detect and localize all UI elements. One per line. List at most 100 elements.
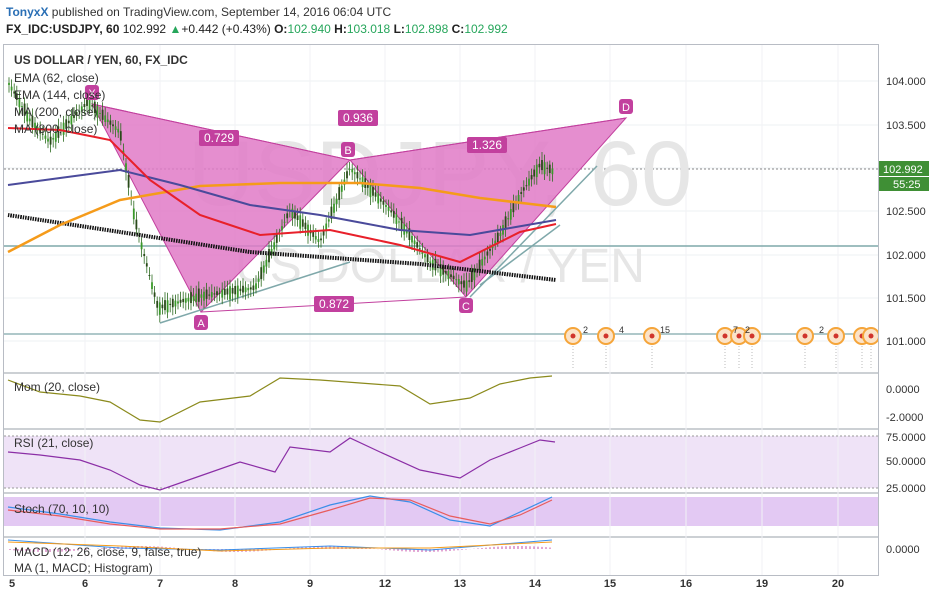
time-tick: 7 (157, 578, 163, 590)
event-dot (736, 333, 742, 339)
candle-body (39, 127, 42, 134)
candle-body (390, 210, 393, 213)
candle-body (353, 172, 356, 175)
candle-body (525, 185, 528, 187)
candle-body (23, 103, 26, 116)
candle-body (135, 219, 138, 230)
ratio-bg (199, 130, 239, 146)
candle-body (177, 301, 179, 304)
event-count: 4 (619, 325, 624, 335)
point-label: C (462, 301, 470, 313)
candle-body (379, 198, 382, 202)
quote-line: FX_IDC:USDJPY, 60 102.992 ▲+0.442 (+0.43… (6, 22, 508, 36)
candle-body (450, 274, 452, 278)
candle-body (244, 287, 247, 293)
rsi-label: RSI (21, close) (14, 436, 93, 450)
candle-body (543, 162, 546, 175)
candle-body (234, 285, 237, 295)
candle-body (158, 302, 161, 315)
rsi-tick: 25.0000 (886, 483, 926, 495)
event-dot (802, 333, 808, 339)
candle-body (164, 300, 166, 311)
price-tick: 104.000 (886, 76, 926, 88)
candle-body (528, 178, 530, 186)
event-marker (643, 327, 661, 368)
candle-body (195, 293, 198, 303)
candle-body (73, 114, 75, 118)
candle-body (255, 283, 257, 290)
ratio-text: 0.872 (319, 297, 349, 311)
ratio-label: 0.936 (338, 110, 378, 126)
candle-body (535, 164, 538, 178)
candle-body (125, 163, 127, 173)
candle-body (203, 291, 205, 301)
candle-body (481, 259, 484, 266)
candle-body (80, 106, 83, 112)
candle-body (10, 86, 13, 91)
ratio-label: 0.729 (199, 130, 239, 146)
candle-body (127, 175, 130, 188)
candle-body (460, 281, 463, 285)
trendline (159, 261, 351, 324)
candle-body (348, 168, 351, 170)
candle-body (275, 234, 278, 243)
candle-body (15, 93, 18, 100)
open-label: O: (274, 22, 288, 36)
candle-body (169, 303, 172, 305)
event-marker (743, 327, 761, 368)
indicator-label: EMA (144, close) (14, 88, 105, 102)
ratio-label: 1.326 (467, 137, 507, 153)
candle-body (325, 223, 328, 232)
candle-body (286, 213, 289, 219)
mom-tick: 0.0000 (886, 384, 920, 396)
current-price-badge (879, 161, 929, 176)
candle-body (47, 138, 49, 142)
candle-body (359, 178, 361, 180)
event-count: 7 (733, 325, 738, 335)
event-count: 2 (745, 325, 750, 335)
time-tick: 5 (9, 578, 15, 590)
candle-body (426, 254, 429, 263)
time-tick: 15 (604, 578, 616, 590)
ratio-bg (467, 137, 507, 153)
candle-body (333, 203, 335, 213)
candle-body (8, 82, 10, 85)
candle-body (257, 278, 260, 282)
candle-body (140, 242, 143, 250)
candle-body (340, 185, 343, 192)
candle-body (465, 280, 468, 292)
candle-body (249, 287, 252, 290)
candle-body (132, 208, 135, 220)
candle-body (148, 275, 151, 277)
candle-body (468, 280, 471, 282)
candle-body (96, 106, 99, 118)
trendline (469, 165, 598, 298)
candle-body (93, 101, 96, 114)
candle-body (421, 250, 424, 254)
author-link[interactable]: TonyxX (6, 5, 49, 19)
price-tick: 101.000 (886, 336, 926, 348)
candle-body (395, 214, 398, 224)
candle-body (470, 270, 473, 282)
candle-body (182, 298, 185, 303)
candle-body (504, 216, 507, 230)
candle-body (533, 169, 536, 177)
candle-body (455, 279, 458, 281)
candle-body (41, 133, 44, 135)
high-label: H: (334, 22, 347, 36)
time-tick: 8 (232, 578, 238, 590)
time-tick: 6 (82, 578, 88, 590)
candle-body (327, 219, 330, 222)
candle-body (330, 206, 333, 219)
candle-body (83, 104, 86, 108)
time-tick: 16 (680, 578, 692, 590)
candle-body (408, 228, 411, 241)
candle-body (44, 135, 47, 139)
symbol-label[interactable]: FX_IDC:USDJPY, 60 (6, 22, 120, 36)
candle-body (444, 271, 447, 274)
candle-body (197, 288, 200, 302)
candle-body (213, 293, 216, 295)
candle-body (223, 288, 226, 295)
price-change: +0.442 (+0.43%) (181, 22, 271, 36)
